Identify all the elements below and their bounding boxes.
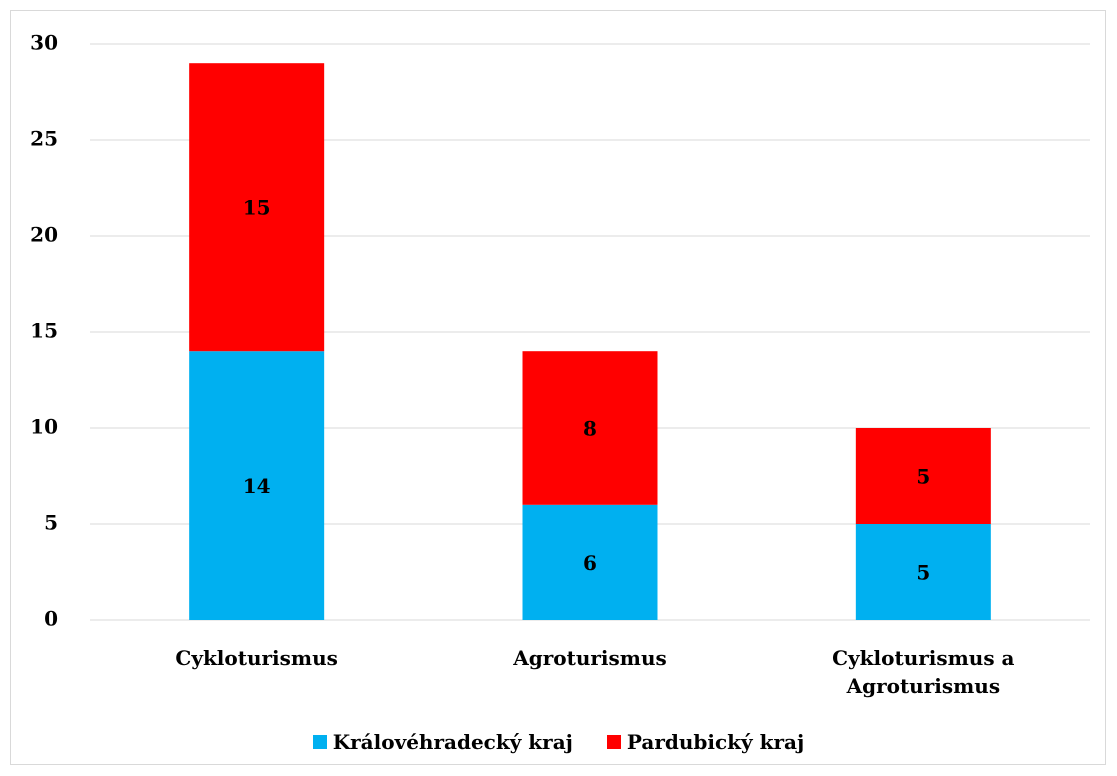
legend-swatch xyxy=(312,735,327,749)
legend-label: Pardubický kraj xyxy=(626,730,805,754)
x-tick-label: Cykloturismus a Agroturismus xyxy=(832,646,1015,698)
legend-item: Královéhradecký kraj xyxy=(312,730,573,754)
legend-swatch xyxy=(606,735,621,749)
bar-segment xyxy=(855,524,991,620)
y-tick-label: 0 xyxy=(44,607,58,631)
bar-segment xyxy=(522,351,658,505)
bar-segment xyxy=(522,504,658,620)
x-tick-label: Agroturismus xyxy=(513,646,667,670)
legend: Královéhradecký kraj Pardubický kraj xyxy=(0,730,1117,754)
bar-segment xyxy=(855,428,991,524)
y-tick-label: 30 xyxy=(30,31,58,55)
y-tick-label: 20 xyxy=(30,223,58,247)
data-label: 5 xyxy=(916,561,930,585)
y-tick-label: 5 xyxy=(44,511,58,535)
legend-label: Královéhradecký kraj xyxy=(332,730,573,754)
bar-segment xyxy=(189,351,325,620)
data-label: 8 xyxy=(583,417,597,441)
legend-item: Pardubický kraj xyxy=(606,730,805,754)
y-tick-label: 15 xyxy=(30,319,58,343)
bar-segment xyxy=(189,63,325,352)
data-label: 5 xyxy=(916,465,930,489)
data-label: 15 xyxy=(243,196,271,220)
data-label: 6 xyxy=(583,551,597,575)
y-tick-label: 10 xyxy=(30,415,58,439)
x-tick-label: Cykloturismus xyxy=(175,646,338,670)
data-label: 14 xyxy=(243,474,271,498)
y-tick-label: 25 xyxy=(30,127,58,151)
